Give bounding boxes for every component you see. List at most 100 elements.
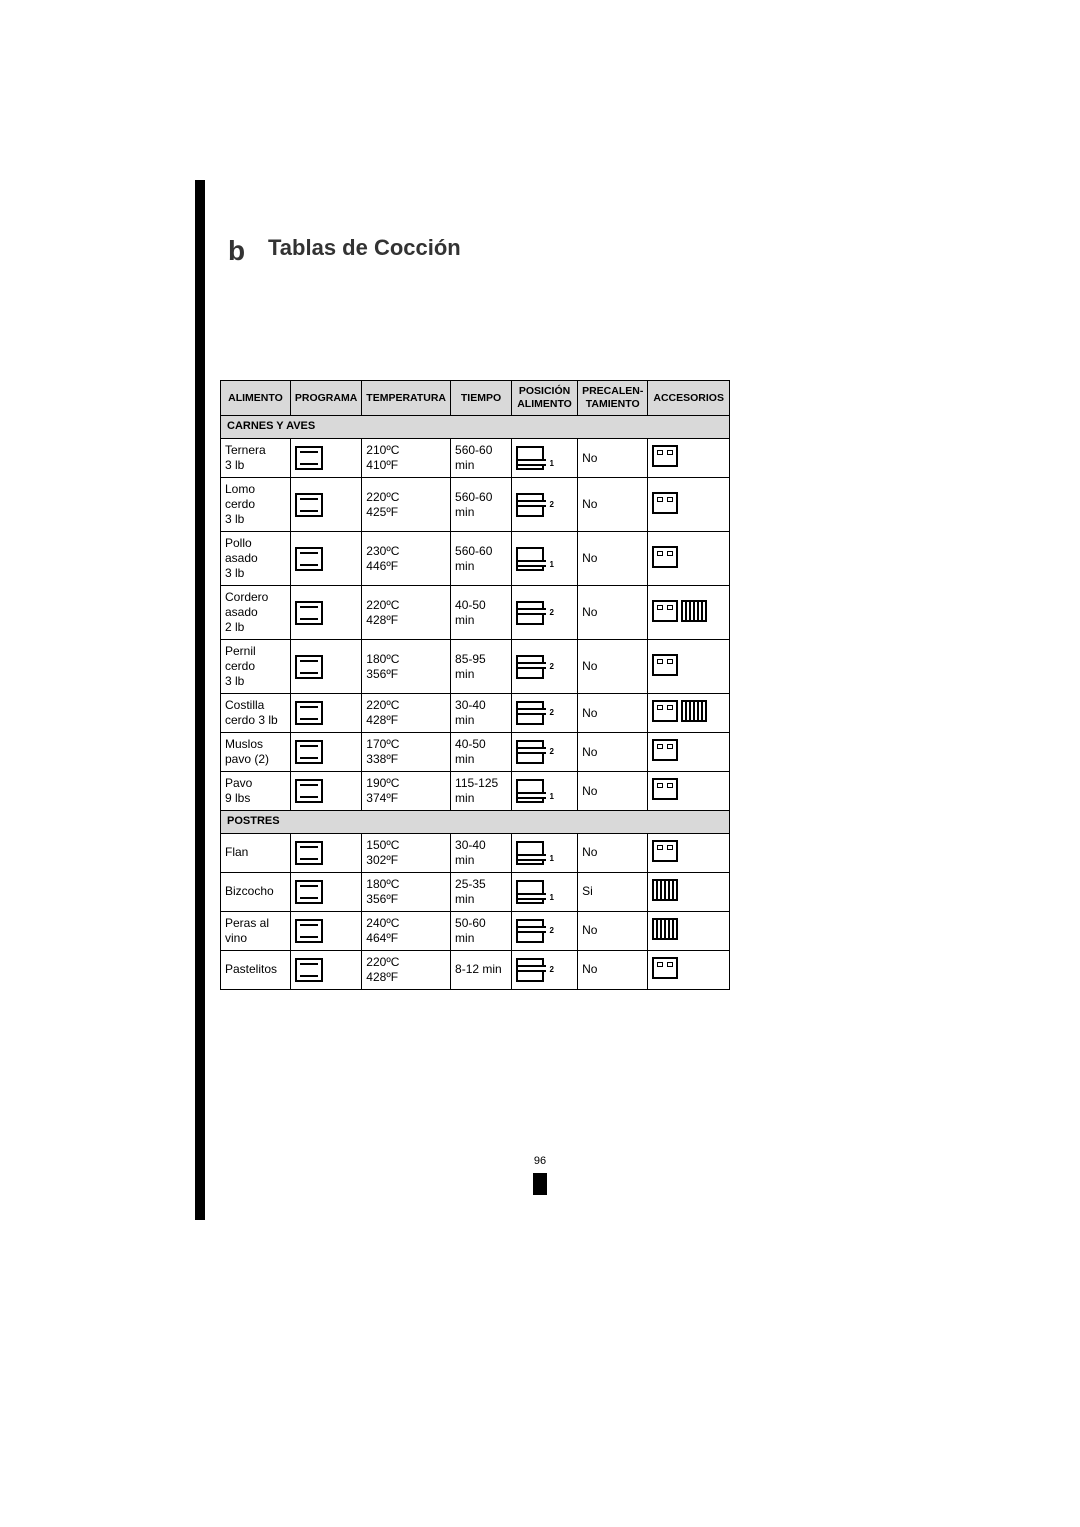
oven-program-icon <box>295 701 323 725</box>
cell-programa <box>290 772 361 811</box>
cell-tiempo: 30-40 min <box>451 833 512 872</box>
grill-rack-icon <box>652 918 678 940</box>
cell-temperatura: 230ºC446ºF <box>362 532 451 586</box>
table-row: Pavo9 lbs 190ºC374ºF115-125 min1No <box>221 772 730 811</box>
cell-temperatura: 190ºC374ºF <box>362 772 451 811</box>
rack-position-icon: 1 <box>516 841 544 865</box>
accessory-icon <box>652 700 707 722</box>
cooking-table: ALIMENTO PROGRAMA TEMPERATURA TIEMPO POS… <box>220 380 730 990</box>
cell-programa <box>290 586 361 640</box>
oven-program-icon <box>295 655 323 679</box>
cell-alimento: Ternera3 lb <box>221 439 291 478</box>
tray-icon <box>652 600 678 622</box>
cell-temperatura: 210ºC410ºF <box>362 439 451 478</box>
rack-position-icon: 2 <box>516 493 544 517</box>
cell-programa <box>290 640 361 694</box>
rack-position-icon: 2 <box>516 919 544 943</box>
col-precal-l2: TAMIENTO <box>586 398 640 410</box>
cell-alimento: Pavo9 lbs <box>221 772 291 811</box>
rack-position-icon: 2 <box>516 740 544 764</box>
col-accesorios: ACCESORIOS <box>648 381 730 416</box>
cell-programa <box>290 911 361 950</box>
cell-programa <box>290 478 361 532</box>
cell-accesorios <box>648 439 730 478</box>
accessory-icon <box>652 918 678 940</box>
cell-precalentamiento: No <box>578 439 648 478</box>
cell-programa <box>290 872 361 911</box>
table-row: Ternera3 lb210ºC410ºF560-60 min1No <box>221 439 730 478</box>
oven-program-icon <box>295 779 323 803</box>
cell-tiempo: 40-50 min <box>451 733 512 772</box>
cell-accesorios <box>648 532 730 586</box>
cell-precalentamiento: Si <box>578 872 648 911</box>
grill-rack-icon <box>681 600 707 622</box>
cell-accesorios <box>648 694 730 733</box>
accessory-icon <box>652 957 678 979</box>
oven-program-icon <box>295 547 323 571</box>
cell-alimento: Costillacerdo 3 lb <box>221 694 291 733</box>
cell-accesorios <box>648 872 730 911</box>
table-row: Bizcocho180ºC356ºF25-35 min1Si <box>221 872 730 911</box>
table-row: Pernil cerdo3 lb180ºC356ºF85-95 min2No <box>221 640 730 694</box>
oven-program-icon <box>295 601 323 625</box>
cell-temperatura: 220ºC425ºF <box>362 478 451 532</box>
tray-icon <box>652 445 678 467</box>
cell-posicion: 2 <box>512 586 578 640</box>
cell-programa <box>290 532 361 586</box>
cell-temperatura: 180ºC356ºF <box>362 640 451 694</box>
cell-posicion: 1 <box>512 833 578 872</box>
oven-program-icon <box>295 958 323 982</box>
col-precalentamiento: PRECALEN- TAMIENTO <box>578 381 648 416</box>
accessory-icon <box>652 600 707 622</box>
cell-tiempo: 40-50 min <box>451 586 512 640</box>
accessory-icon <box>652 546 678 568</box>
cell-precalentamiento: No <box>578 478 648 532</box>
section-title: Tablas de Cocción <box>268 235 461 261</box>
grill-rack-icon <box>652 879 678 901</box>
cell-precalentamiento: No <box>578 772 648 811</box>
rack-position-icon: 2 <box>516 655 544 679</box>
page-number-tab <box>533 1173 547 1195</box>
col-posicion-l1: POSICIÓN <box>519 385 570 397</box>
accessory-icon <box>652 654 678 676</box>
table-row: Lomo cerdo3 lb220ºC425ºF560-60 min2No <box>221 478 730 532</box>
cell-temperatura: 170ºC338ºF <box>362 733 451 772</box>
cell-temperatura: 220ºC428ºF <box>362 694 451 733</box>
oven-program-icon <box>295 493 323 517</box>
cell-tiempo: 115-125 min <box>451 772 512 811</box>
cell-precalentamiento: No <box>578 833 648 872</box>
cell-temperatura: 220ºC428ºF <box>362 586 451 640</box>
table-row: Muslospavo (2)170ºC338ºF40-50 min2No <box>221 733 730 772</box>
rack-position-icon: 2 <box>516 701 544 725</box>
cell-precalentamiento: No <box>578 640 648 694</box>
cell-posicion: 2 <box>512 733 578 772</box>
cell-precalentamiento: No <box>578 733 648 772</box>
page-number: 96 <box>534 1155 546 1167</box>
tray-icon <box>652 546 678 568</box>
cell-programa <box>290 439 361 478</box>
cell-temperatura: 220ºC428ºF <box>362 950 451 989</box>
rack-position-icon: 1 <box>516 547 544 571</box>
cell-alimento: Pernil cerdo3 lb <box>221 640 291 694</box>
cell-accesorios <box>648 478 730 532</box>
tray-icon <box>652 654 678 676</box>
section-letter: b <box>228 235 245 267</box>
cell-precalentamiento: No <box>578 586 648 640</box>
cell-accesorios <box>648 640 730 694</box>
accessory-icon <box>652 445 678 467</box>
cell-temperatura: 240ºC464ºF <box>362 911 451 950</box>
col-precal-l1: PRECALEN- <box>582 385 643 397</box>
cell-temperatura: 150ºC302ºF <box>362 833 451 872</box>
cell-posicion: 2 <box>512 950 578 989</box>
cell-posicion: 2 <box>512 694 578 733</box>
cell-tiempo: 50-60 min <box>451 911 512 950</box>
cell-programa <box>290 694 361 733</box>
tray-icon <box>652 778 678 800</box>
accessory-icon <box>652 492 678 514</box>
accessory-icon <box>652 840 678 862</box>
cell-precalentamiento: No <box>578 950 648 989</box>
table-row: Pastelitos220ºC428ºF8-12 min2No <box>221 950 730 989</box>
col-posicion: POSICIÓN ALIMENTO <box>512 381 578 416</box>
cell-posicion: 1 <box>512 772 578 811</box>
cell-precalentamiento: No <box>578 911 648 950</box>
